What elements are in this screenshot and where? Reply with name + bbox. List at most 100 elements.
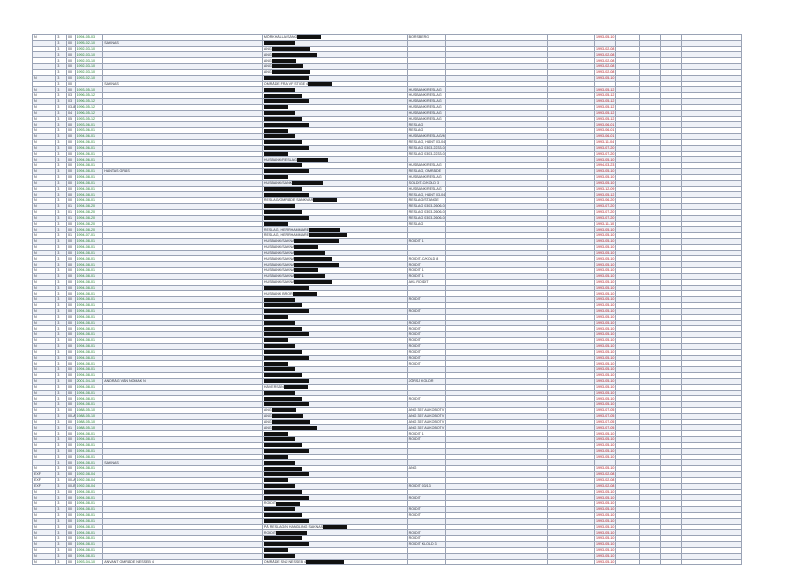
ref-cell: 3: [55, 494, 68, 502]
empty-cell: [681, 558, 742, 566]
kind-cell: N: [31, 447, 57, 455]
empty-cell: [659, 372, 683, 379]
empty-cell: [681, 284, 742, 292]
empty-cell: [615, 500, 640, 508]
record-table: N 3 00 1994-05-03 MÖRKHÄLLA/SÄNG BORSBERG 1993…: [31, 34, 742, 566]
table-row: N 3 03-8 1996-05-12 HUSBANK/RESLAG 1993-05-12: [31, 103, 742, 111]
redaction-block: [271, 58, 296, 63]
kind-cell: N: [31, 436, 57, 443]
empty-cell: [444, 395, 549, 403]
tail-cell: ROIDIT: [406, 307, 446, 315]
empty-cell: [681, 465, 742, 473]
kind-cell: N: [31, 453, 57, 461]
redaction-block: [294, 256, 333, 261]
empty-cell: [444, 74, 549, 82]
done-date-cell: 1993-05-10: [593, 465, 617, 473]
empty-cell: [444, 255, 549, 263]
ref-cell: 3: [55, 366, 68, 374]
empty-cell: [681, 377, 742, 385]
empty-cell: [444, 389, 549, 397]
kind-cell: N: [31, 284, 57, 292]
ref-cell: 3: [55, 109, 68, 117]
ref-cell: 3: [55, 506, 68, 513]
redaction-block: [309, 227, 341, 232]
empty-cell: [444, 360, 549, 368]
empty-cell: [444, 68, 549, 76]
redaction-block: [263, 390, 295, 395]
ref-cell: 3: [55, 121, 68, 129]
tail-cell: ROIDIT 03/13: [406, 482, 446, 490]
empty-cell: [615, 313, 640, 321]
empty-cell: [659, 325, 683, 333]
empty-cell: [659, 68, 683, 76]
done-date-cell: 1993-12-09: [593, 185, 617, 193]
redaction-block: [263, 192, 309, 197]
empty-cell: [659, 354, 683, 362]
empty-cell: [444, 319, 549, 327]
done-date-cell: 1993-05-12: [593, 98, 617, 105]
empty-cell: [681, 115, 742, 123]
empty-cell: [681, 121, 742, 129]
empty-cell: [681, 407, 742, 414]
done-date-cell: 1993-02-08: [593, 45, 617, 53]
empty-cell: [615, 278, 640, 286]
redaction-block: [263, 321, 295, 325]
empty-cell: [615, 325, 640, 333]
kind-cell: [31, 68, 57, 76]
empty-cell: [615, 401, 640, 408]
redaction-block: [263, 134, 295, 139]
empty-cell: [659, 401, 683, 408]
done-date-cell: 1993-05-12: [593, 191, 617, 199]
ref-cell: 3: [55, 500, 68, 508]
empty-cell: [615, 471, 640, 478]
redaction-block: [263, 163, 302, 168]
table-row: N 3 00 1994-08-01 1993-05-10: [31, 366, 742, 374]
redaction-block: [309, 233, 348, 238]
done-date-cell: 1993-05-10: [593, 506, 617, 513]
redaction-block: [308, 82, 333, 86]
empty-cell: [681, 92, 742, 100]
redaction-block: [263, 210, 302, 215]
empty-cell: [681, 98, 742, 105]
kind-cell: EXF: [31, 476, 57, 484]
tail-cell: [406, 74, 446, 82]
empty-cell: [615, 488, 640, 496]
done-date-cell: 1993-02-08: [593, 471, 617, 478]
tail-cell: [406, 383, 446, 391]
tail-cell: HUSBANK/RESLAG: [406, 173, 446, 181]
ref-cell: 3: [55, 407, 68, 414]
redaction-block: [263, 431, 288, 436]
done-date-cell: 1993-05-10: [593, 267, 617, 274]
empty-cell: [681, 401, 742, 408]
kind-cell: N: [31, 494, 57, 502]
kind-cell: N: [31, 430, 57, 438]
empty-cell: [681, 342, 742, 350]
tail-cell: JÖRSJ KOLDR: [406, 377, 446, 385]
table-row: EXF 3 00-A 1992-08-04 1993-02-08: [31, 476, 742, 484]
ref-cell: 3: [55, 80, 68, 88]
table-row: N 3 00 1994-08-01 HUSBANK/SAKNA ROIDIT 1993-05…: [31, 261, 742, 269]
ref-cell: 3: [55, 436, 68, 443]
ref-cell: 3: [55, 337, 68, 344]
table-row: N 3 03 1996-05-12 HUSBANK/RESLAG 1993-05-12: [31, 92, 742, 100]
table-row: 3 00 SAKNAS OMRÅDE FRA VF STIGE 4: [31, 80, 742, 88]
empty-cell: [681, 424, 742, 432]
redaction-block: [271, 420, 310, 424]
empty-cell: [615, 63, 640, 70]
tail-cell: ROIDIT: [406, 348, 446, 356]
redaction-block: [263, 111, 295, 116]
date-cell: 1993-04-10: [74, 558, 104, 566]
empty-cell: [444, 476, 549, 484]
done-date-cell: 1993-05-10: [593, 441, 617, 449]
tail-cell: ROIDIT 1: [406, 272, 446, 280]
kind-cell: N: [31, 506, 57, 513]
empty-cell: [615, 354, 640, 362]
empty-cell: [615, 337, 640, 344]
empty-cell: [681, 459, 742, 467]
tail-cell: [406, 313, 446, 321]
done-date-cell: 1993-11-10: [593, 220, 617, 228]
kind-cell: N: [31, 307, 57, 315]
empty-cell: [615, 307, 640, 315]
empty-cell: [659, 395, 683, 403]
